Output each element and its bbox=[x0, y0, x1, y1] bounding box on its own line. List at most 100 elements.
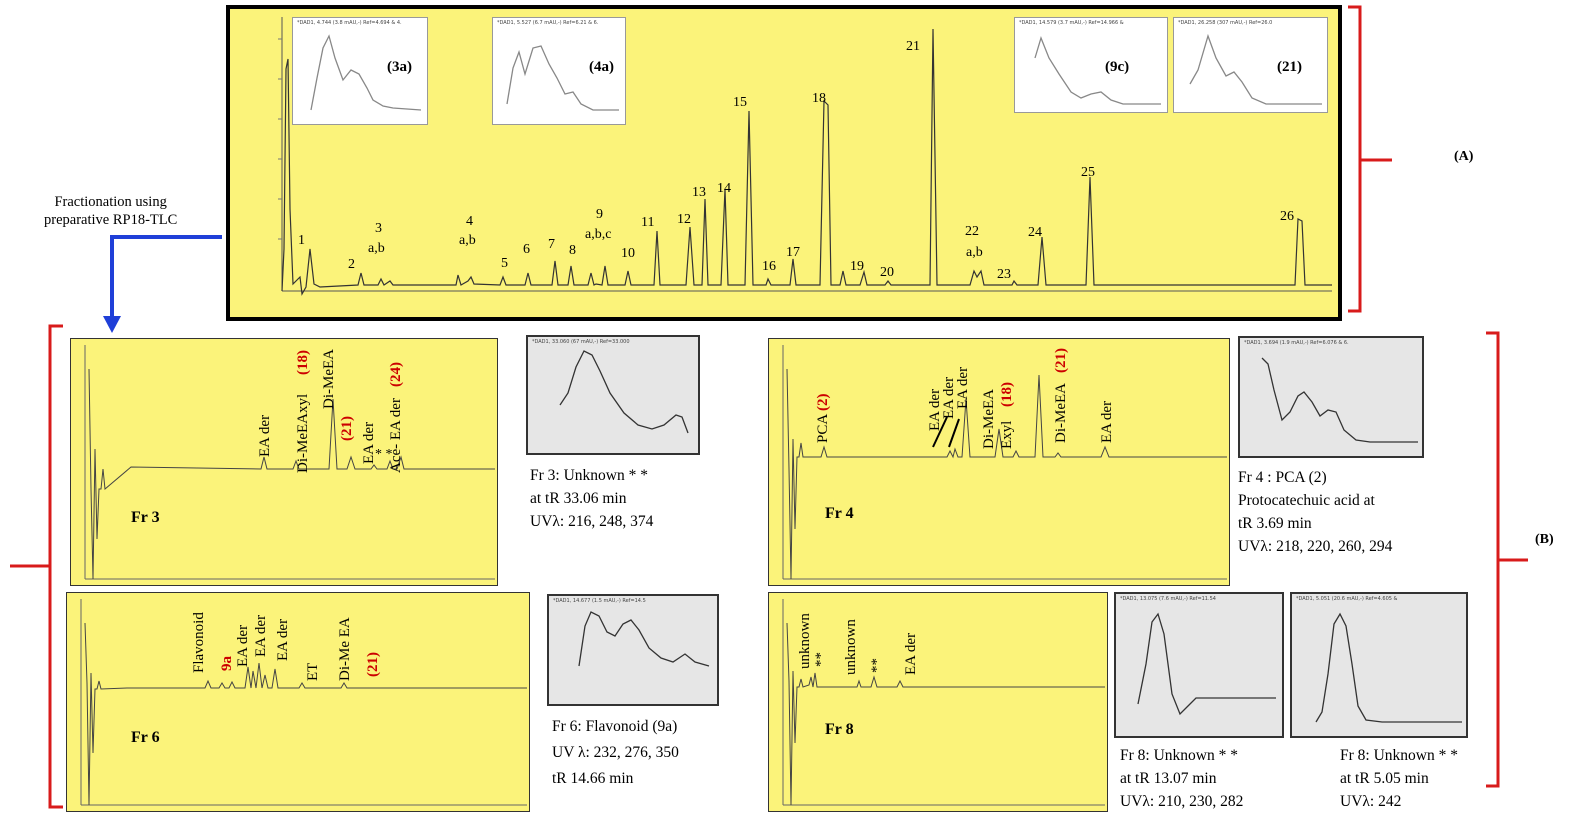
peak-label: 12 bbox=[677, 212, 691, 227]
peak-label: 8 bbox=[569, 243, 576, 258]
section-label-a: (A) bbox=[1454, 149, 1474, 164]
fractionation-note-line2: preparative RP18-TLC bbox=[44, 212, 178, 228]
fr6-caption-line2: UV λ: 232, 276, 350 bbox=[552, 744, 679, 761]
fr8-trace bbox=[782, 599, 1105, 806]
fr3-peak-label: (24) bbox=[388, 362, 404, 387]
peak-label: 13 bbox=[692, 185, 706, 200]
fr6-peak-label: (21) bbox=[365, 652, 381, 677]
fr4-peak-label: PCA bbox=[815, 413, 831, 443]
fr4-peak-label: EA der bbox=[1099, 400, 1115, 443]
fr8-peak-label: unknown bbox=[797, 613, 813, 669]
fr4-peak-label: (18) bbox=[999, 382, 1015, 407]
fr8-uv-spectrum-a: *DAD1, 13.075 (7.6 mAU,-) Ref=11.54 bbox=[1114, 592, 1284, 738]
uv-tag-9c: (9c) bbox=[1105, 59, 1130, 75]
peak-label: 1 bbox=[298, 233, 305, 248]
fr3-uv-spectrum: *DAD1, 33.060 (67 mAU,-) Ref=33.000 bbox=[526, 335, 700, 455]
main-chromatogram-trace bbox=[278, 17, 1332, 296]
fr8-caption-b-line2: at tR 5.05 min bbox=[1340, 770, 1429, 787]
fr3-peak-label: (21) bbox=[339, 416, 355, 441]
fr4-peak-label: (2) bbox=[815, 393, 831, 412]
fr3-peak-label: Di-MeEAxyl bbox=[295, 393, 311, 473]
fr6-peak-label: ET bbox=[305, 662, 321, 681]
fr3-peak-label: Ace- EA der bbox=[388, 398, 404, 473]
fr3-peak-label: Di-MeEA bbox=[321, 349, 337, 409]
fr6-peak-label: EA der bbox=[235, 624, 251, 667]
peak-label: 4 bbox=[466, 214, 473, 229]
peak-label: a,b bbox=[966, 245, 983, 260]
fr3-peak-label: * * bbox=[375, 447, 393, 462]
fr4-trace bbox=[782, 345, 1227, 580]
fraction-6-chromatogram: Flavonoid 9a EA der EA der EA der ET Di-… bbox=[66, 592, 530, 812]
fr3-caption: Fr 3: Unknown * * at tR 33.06 min UVλ: 2… bbox=[530, 464, 653, 533]
fr3-label: Fr 3 bbox=[131, 509, 160, 526]
fr8-peak-label: EA der bbox=[903, 632, 919, 675]
fr4-peak-label: (21) bbox=[1053, 348, 1069, 373]
fr8-uv-spectrum-b: *DAD1, 5.051 (20.6 mAU,-) Ref=4.605 & bbox=[1290, 592, 1468, 738]
fr4-caption: Fr 4 : PCA (2) Protocatechuic acid at tR… bbox=[1238, 466, 1392, 558]
peak-label: 15 bbox=[733, 95, 747, 110]
peak-label: 11 bbox=[641, 215, 655, 230]
uv-spectrum-inset-4a: *DAD1, 5.527 (6.7 mAU,-) Ref=6.21 & 6. (… bbox=[492, 17, 626, 125]
fr8-caption-b: Fr 8: Unknown * * at tR 5.05 min UVλ: 24… bbox=[1340, 744, 1458, 813]
fr4-uv-spectrum: *DAD1, 3.694 (1.9 mAU,-) Ref=6.076 & 6. bbox=[1238, 336, 1424, 458]
fr6-uv-spectrum: *DAD1, 14.677 (1.5 mAU,-) Ref=14.5 bbox=[547, 594, 719, 706]
fraction-8-chromatogram: unknown ** unknown ** EA der Fr 8 bbox=[768, 592, 1108, 812]
peak-label: 2 bbox=[348, 257, 355, 272]
fr4-peak-label: Di-MeEA bbox=[981, 389, 997, 449]
uv-spectrum-inset-21: *DAD1, 26.258 (307 mAU,-) Ref=26.0 (21) bbox=[1173, 17, 1328, 113]
fr8-caption-a-line1: Fr 8: Unknown * * bbox=[1120, 747, 1238, 764]
peak-label: 18 bbox=[812, 91, 826, 106]
fr6-label: Fr 6 bbox=[131, 729, 160, 746]
fr4-caption-line1: Fr 4 : PCA (2) bbox=[1238, 469, 1327, 486]
fr8-caption-b-line3: UVλ: 242 bbox=[1340, 793, 1402, 810]
peak-label: a,b,c bbox=[585, 227, 612, 242]
peak-label: 21 bbox=[906, 39, 920, 54]
fr6-peak-label: Flavonoid bbox=[191, 612, 207, 673]
fr8-caption-a: Fr 8: Unknown * * at tR 13.07 min UVλ: 2… bbox=[1120, 744, 1243, 813]
fr3-peak-label: EA der bbox=[257, 414, 273, 457]
uv-tag-3a: (3a) bbox=[387, 59, 412, 75]
peak-label: 16 bbox=[762, 259, 776, 274]
fr3-caption-line3: UVλ: 216, 248, 374 bbox=[530, 513, 654, 530]
fr6-caption-line3: tR 14.66 min bbox=[552, 770, 634, 787]
uv-tag-21: (21) bbox=[1277, 59, 1302, 75]
fr3-trace bbox=[84, 345, 495, 580]
uv-tag-4a: (4a) bbox=[589, 59, 614, 75]
fr6-peak-label: EA der bbox=[253, 614, 269, 657]
fr8-peak-label: ** bbox=[869, 658, 885, 673]
fr3-peak-label: (18) bbox=[295, 350, 311, 375]
peak-label: 7 bbox=[548, 237, 555, 252]
peak-label: 14 bbox=[717, 181, 731, 196]
peak-label: 26 bbox=[1280, 209, 1294, 224]
peak-label: 23 bbox=[997, 267, 1011, 282]
fraction-3-chromatogram: EA der Di-MeEAxyl (18) Di-MeEA (21) EA d… bbox=[70, 338, 498, 586]
peak-label: a,b bbox=[368, 241, 385, 256]
main-chromatogram-panel: *DAD1, 4.744 (3.8 mAU,-) Ref=4.694 & 4. … bbox=[226, 5, 1342, 321]
fr8-peak-label: ** bbox=[813, 652, 829, 667]
fr8-caption-a-line2: at tR 13.07 min bbox=[1120, 770, 1217, 787]
fr3-caption-line1: Fr 3: Unknown * * bbox=[530, 467, 648, 484]
fr8-peak-label: unknown bbox=[843, 619, 859, 675]
uv-spectrum-inset-9c: *DAD1, 14.579 (3.7 mAU,-) Ref=14.966 & (… bbox=[1014, 17, 1168, 113]
fr8-caption-b-line1: Fr 8: Unknown * * bbox=[1340, 747, 1458, 764]
peak-label: 3 bbox=[375, 221, 382, 236]
peak-label: 10 bbox=[621, 246, 635, 261]
fr6-peak-label: 9a bbox=[219, 656, 235, 671]
fr6-trace bbox=[80, 599, 527, 806]
fr8-label: Fr 8 bbox=[825, 721, 854, 738]
fr4-label: Fr 4 bbox=[825, 505, 854, 522]
peak-label: 19 bbox=[850, 259, 864, 274]
uv-spectrum-inset-3a: *DAD1, 4.744 (3.8 mAU,-) Ref=4.694 & 4. … bbox=[292, 17, 428, 125]
peak-label: 22 bbox=[965, 224, 979, 239]
fr4-peak-label: EA der bbox=[955, 366, 971, 409]
fractionation-note: Fractionation using preparative RP18-TLC bbox=[44, 193, 177, 229]
peak-label: 5 bbox=[501, 256, 508, 271]
fr4-peak-label: Di-MeEA bbox=[1053, 383, 1069, 443]
fr4-caption-line3: tR 3.69 min bbox=[1238, 515, 1312, 532]
fr3-caption-line2: at tR 33.06 min bbox=[530, 490, 627, 507]
peak-label: 9 bbox=[596, 207, 603, 222]
peak-label: a,b bbox=[459, 233, 476, 248]
section-label-b: (B) bbox=[1535, 532, 1554, 547]
fr6-caption-line1: Fr 6: Flavonoid (9a) bbox=[552, 718, 678, 735]
fr8-caption-a-line3: UVλ: 210, 230, 282 bbox=[1120, 793, 1244, 810]
